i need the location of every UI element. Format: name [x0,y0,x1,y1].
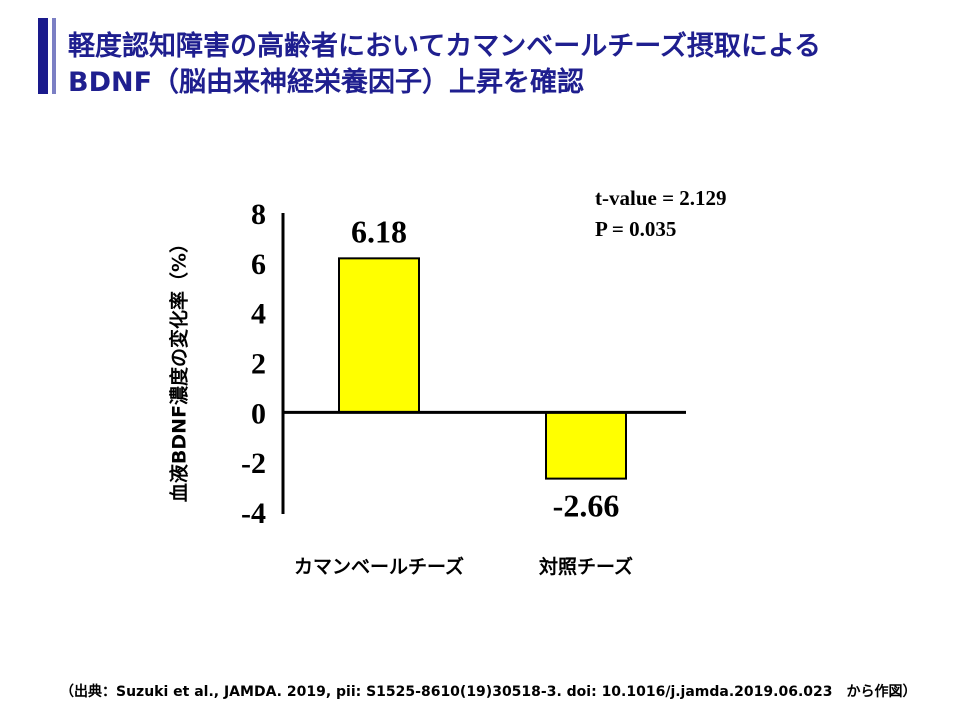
t-value-annotation: t-value = 2.129 [595,186,727,210]
page-title-line-1: 軽度認知障害の高齢者においてカマンベールチーズ摂取による [68,31,822,62]
bar-0 [338,257,420,414]
y-tick-label: 6 [251,248,266,281]
y-tick-label: -4 [241,497,266,530]
y-tick-label: 2 [251,348,266,381]
y-tick-label: 0 [251,397,266,430]
data-label-1: -2.66 [553,488,620,524]
bar-1 [545,411,627,480]
p-value-annotation: P = 0.035 [595,217,677,241]
category-label-camembert: カマンベールチーズ [293,556,465,578]
title-accent-bar-light [52,18,56,94]
title-accent-bar [38,18,48,94]
y-tick-labels: 8 6 4 2 0 -2 -4 [241,198,266,530]
y-tick-label: 4 [251,298,266,331]
y-tick-label: -2 [241,447,266,480]
source-citation: （出典：Suzuki et al., JAMDA. 2019, pii: S15… [60,684,917,700]
category-label-control: 対照チーズ [538,556,634,578]
page-title-line-2: BDNF（脳由来神経栄養因子）上昇を確認 [68,67,585,98]
data-label-0: 6.18 [351,213,407,249]
y-tick-label: 8 [251,198,266,231]
